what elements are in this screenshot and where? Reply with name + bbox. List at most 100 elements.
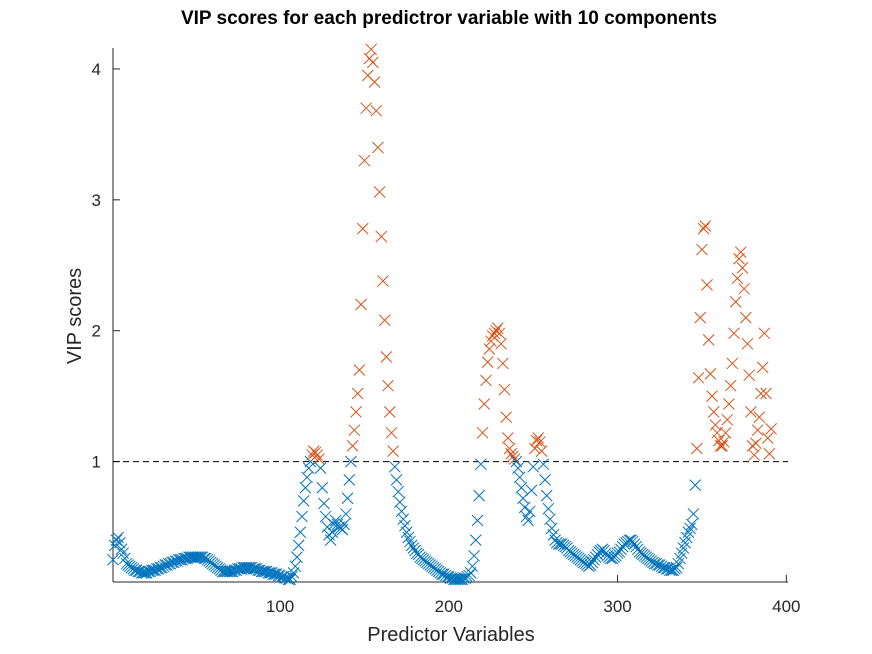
point-below-threshold bbox=[473, 489, 486, 502]
point-below-threshold bbox=[302, 462, 315, 474]
point-below-threshold bbox=[142, 565, 155, 578]
point-above-threshold bbox=[309, 446, 322, 459]
point-below-threshold bbox=[404, 535, 416, 548]
point-below-threshold bbox=[441, 570, 453, 583]
point-below-threshold bbox=[588, 553, 600, 566]
point-below-threshold bbox=[468, 549, 480, 562]
point-above-threshold bbox=[368, 76, 381, 88]
point-below-threshold bbox=[552, 538, 565, 550]
point-below-threshold bbox=[586, 556, 599, 569]
point-below-threshold bbox=[523, 505, 536, 518]
point-above-threshold bbox=[500, 411, 513, 423]
y-axis-label: VIP scores bbox=[64, 268, 86, 364]
point-above-threshold bbox=[385, 426, 398, 439]
point-above-threshold bbox=[490, 324, 502, 337]
point-above-threshold bbox=[356, 222, 369, 235]
point-below-threshold bbox=[316, 481, 329, 494]
point-above-threshold bbox=[377, 275, 389, 287]
point-below-threshold bbox=[463, 569, 475, 582]
point-above-threshold bbox=[350, 405, 362, 418]
point-above-threshold bbox=[380, 351, 393, 363]
point-below-threshold bbox=[147, 564, 160, 577]
point-above-threshold bbox=[716, 440, 729, 452]
point-below-threshold bbox=[299, 481, 312, 494]
point-above-threshold bbox=[351, 387, 364, 400]
point-above-threshold bbox=[743, 369, 756, 382]
point-below-threshold bbox=[520, 510, 533, 523]
point-below-threshold bbox=[453, 573, 465, 586]
point-below-threshold bbox=[545, 522, 558, 535]
point-above-threshold bbox=[738, 282, 750, 295]
point-above-threshold bbox=[755, 387, 767, 400]
point-below-threshold bbox=[110, 534, 123, 546]
point-below-threshold bbox=[294, 526, 307, 539]
point-below-threshold bbox=[326, 526, 339, 539]
point-below-threshold bbox=[540, 489, 553, 502]
point-above-threshold bbox=[493, 327, 506, 340]
point-below-threshold bbox=[687, 508, 700, 520]
point-above-threshold bbox=[701, 279, 713, 291]
point-below-threshold bbox=[151, 563, 163, 575]
point-below-threshold bbox=[475, 458, 487, 471]
point-below-threshold bbox=[248, 563, 261, 575]
point-below-threshold bbox=[139, 566, 151, 579]
point-below-threshold bbox=[388, 460, 401, 473]
point-below-threshold bbox=[464, 566, 477, 579]
x-tick-label: 200 bbox=[435, 597, 463, 616]
point-above-threshold bbox=[306, 449, 318, 461]
point-below-threshold bbox=[660, 563, 673, 575]
point-above-threshold bbox=[311, 449, 324, 461]
point-below-threshold bbox=[228, 564, 241, 577]
point-above-threshold bbox=[346, 440, 359, 452]
point-below-threshold bbox=[392, 485, 405, 498]
x-tick-label: 100 bbox=[266, 597, 294, 616]
point-above-threshold bbox=[530, 434, 543, 447]
point-below-threshold bbox=[685, 518, 698, 531]
point-below-threshold bbox=[259, 565, 271, 578]
point-below-threshold bbox=[193, 551, 205, 563]
point-above-threshold bbox=[481, 356, 494, 368]
point-above-threshold bbox=[360, 102, 372, 115]
point-below-threshold bbox=[628, 538, 641, 550]
point-above-threshold bbox=[488, 327, 501, 340]
point-below-threshold bbox=[615, 543, 627, 556]
point-above-threshold bbox=[702, 334, 715, 346]
point-below-threshold bbox=[613, 546, 626, 558]
point-above-threshold bbox=[483, 343, 496, 355]
point-above-threshold bbox=[495, 337, 507, 350]
y-tick-label: 4 bbox=[92, 60, 101, 79]
point-above-threshold bbox=[532, 432, 545, 444]
point-above-threshold bbox=[721, 413, 734, 426]
point-below-threshold bbox=[670, 561, 683, 574]
point-above-threshold bbox=[706, 390, 718, 403]
point-above-threshold bbox=[748, 449, 761, 461]
point-below-threshold bbox=[630, 540, 642, 553]
point-below-threshold bbox=[513, 471, 526, 484]
point-below-threshold bbox=[272, 569, 285, 582]
point-below-threshold bbox=[684, 522, 696, 535]
point-below-threshold bbox=[137, 566, 150, 579]
point-above-threshold bbox=[694, 311, 707, 324]
point-above-threshold bbox=[765, 423, 777, 435]
point-below-threshold bbox=[194, 551, 207, 563]
point-below-threshold bbox=[454, 573, 467, 586]
point-below-threshold bbox=[682, 526, 695, 539]
point-above-threshold bbox=[707, 405, 720, 418]
point-below-threshold bbox=[542, 502, 555, 515]
point-below-threshold bbox=[269, 568, 281, 581]
point-below-threshold bbox=[297, 494, 310, 507]
point-below-threshold bbox=[314, 462, 327, 474]
y-tick-label: 3 bbox=[92, 191, 101, 210]
point-above-threshold bbox=[373, 186, 386, 198]
point-below-threshold bbox=[318, 497, 330, 510]
point-above-threshold bbox=[724, 379, 737, 392]
point-above-threshold bbox=[529, 442, 541, 455]
point-above-threshold bbox=[750, 437, 762, 450]
point-below-threshold bbox=[115, 543, 128, 556]
point-above-threshold bbox=[760, 387, 772, 400]
point-above-threshold bbox=[383, 405, 396, 418]
point-below-threshold bbox=[397, 513, 410, 526]
point-below-threshold bbox=[584, 559, 597, 571]
